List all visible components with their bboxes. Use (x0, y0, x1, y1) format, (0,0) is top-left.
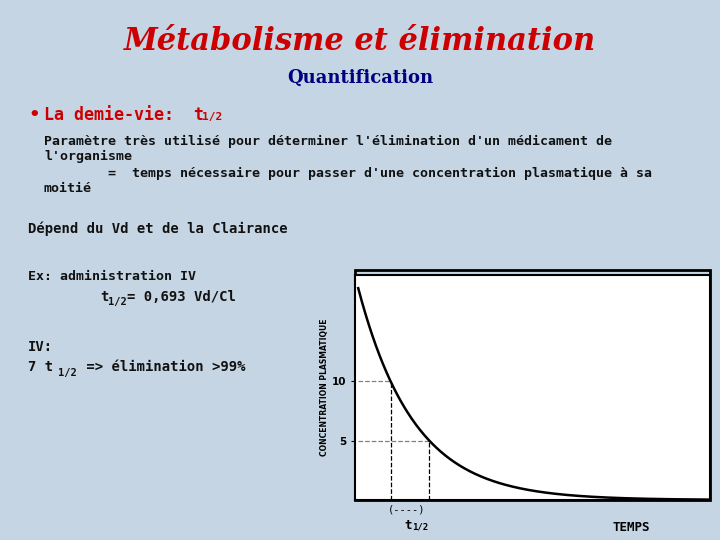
Text: La demie-vie:: La demie-vie: (44, 106, 184, 124)
Text: t: t (404, 519, 412, 532)
Text: => élimination >99%: => élimination >99% (78, 360, 246, 374)
Text: 1/2: 1/2 (202, 112, 222, 122)
Text: (----): (----) (388, 505, 426, 515)
Text: t: t (193, 106, 203, 124)
Text: IV:: IV: (28, 340, 53, 354)
Text: Paramètre très utilisé pour déterminer l'élimination d'un médicament de: Paramètre très utilisé pour déterminer l… (44, 135, 612, 148)
Text: 1/2: 1/2 (58, 368, 77, 378)
Bar (355, 270, 710, 500)
Text: TEMPS: TEMPS (612, 521, 649, 534)
Text: t: t (100, 290, 109, 304)
Text: •: • (28, 106, 40, 124)
Text: =  temps nécessaire pour passer d'une concentration plasmatique à sa: = temps nécessaire pour passer d'une con… (44, 167, 652, 180)
Text: l'organisme: l'organisme (44, 150, 132, 163)
Text: 1/2: 1/2 (108, 297, 127, 307)
Text: Quantification: Quantification (287, 69, 433, 87)
Text: moitié: moitié (44, 182, 92, 195)
Text: Métabolisme et élimination: Métabolisme et élimination (124, 26, 596, 57)
Text: 1/2: 1/2 (412, 523, 428, 532)
Text: Ex: administration IV: Ex: administration IV (28, 270, 196, 283)
Text: 7 t: 7 t (28, 360, 53, 374)
Text: = 0,693 Vd/Cl: = 0,693 Vd/Cl (127, 290, 236, 304)
Text: Dépend du Vd et de la Clairance: Dépend du Vd et de la Clairance (28, 222, 287, 237)
Y-axis label: CONCENTRATION PLASMATIQUE: CONCENTRATION PLASMATIQUE (320, 319, 329, 456)
